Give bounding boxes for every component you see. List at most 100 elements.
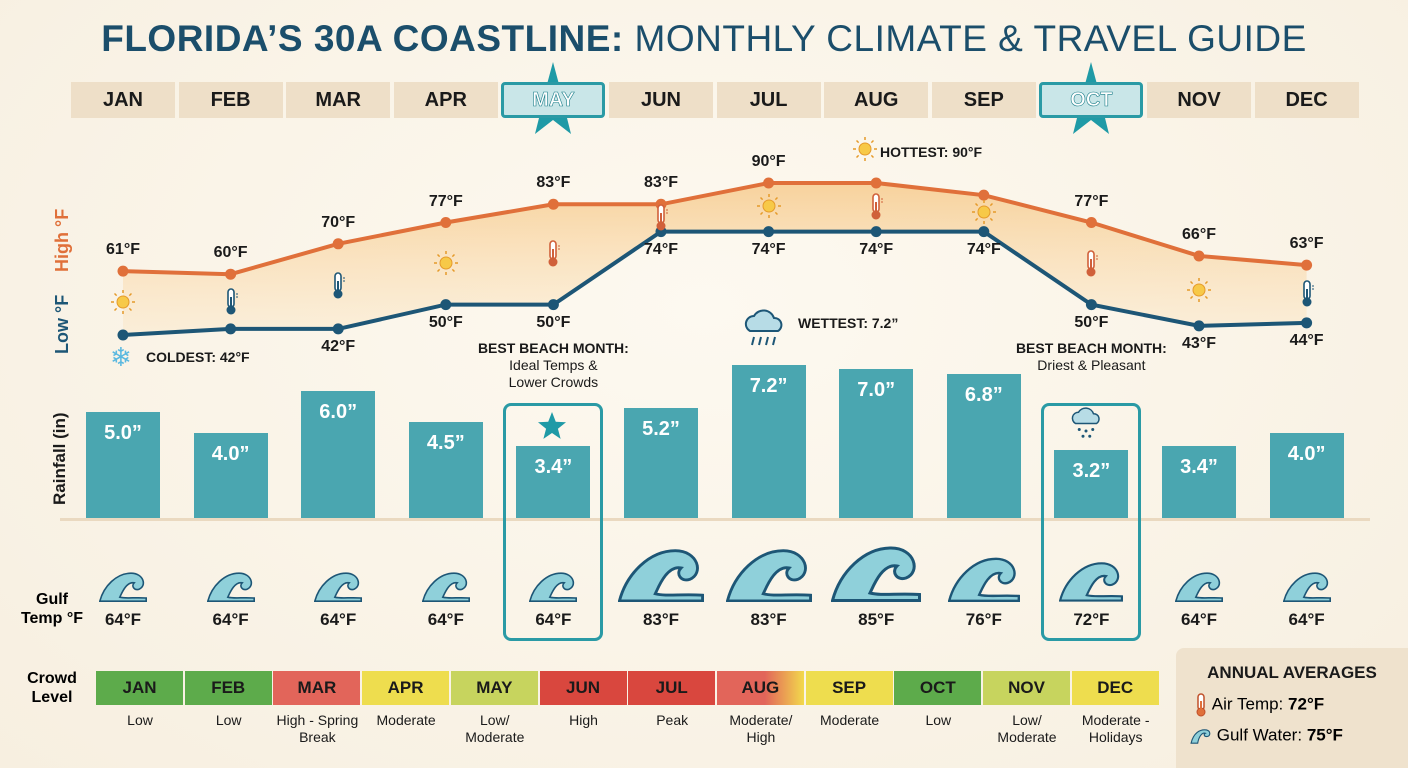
gulf-temp-value: 72°F xyxy=(1073,610,1110,629)
rain-bar-value: 3.2” xyxy=(1072,460,1111,482)
thermometer-icon xyxy=(1196,693,1206,717)
crowd-cell-feb: FEB xyxy=(184,671,272,705)
crowd-label-line2: Level xyxy=(31,689,73,706)
high-temp-label: 83°F xyxy=(644,174,678,192)
annual-water-row: Gulf Water: 75°F xyxy=(1190,725,1408,747)
crowd-cell-sep: SEP xyxy=(805,671,893,705)
crowd-level-text: Moderate xyxy=(820,712,880,728)
month-header-may: MAY xyxy=(501,82,606,118)
low-temp-label: 74°F xyxy=(859,240,894,258)
crowd-level-text: Low/ Moderate xyxy=(465,712,525,745)
thermometer-icon xyxy=(653,204,669,237)
air-temp-label: Air Temp: xyxy=(1211,694,1284,714)
high-temp-label: 66°F xyxy=(1182,225,1216,243)
sun-icon xyxy=(971,199,997,230)
crowd-cell-jan: JAN xyxy=(96,671,183,705)
rain-bar xyxy=(1162,445,1236,518)
thermometer-icon xyxy=(223,287,239,321)
wave-icon xyxy=(947,554,1020,607)
title-bold: FLORIDA’S 30A COASTLINE: xyxy=(101,18,624,59)
high-temp-point xyxy=(225,268,237,280)
month-header-oct: OCT xyxy=(1039,82,1144,118)
low-temp-label: 74°F xyxy=(751,240,786,258)
high-temp-label: 61°F xyxy=(106,241,140,259)
high-temp-point xyxy=(978,189,990,201)
gulf-water-value: 75°F xyxy=(1306,725,1343,745)
high-temp-point xyxy=(117,265,129,277)
crowd-cell-may: MAY xyxy=(450,671,538,705)
gulf-temp-value: 85°F xyxy=(858,610,895,629)
crowd-level-text: High - Spring Break xyxy=(276,712,359,745)
gulf-temp-value: 64°F xyxy=(104,610,142,629)
wave-icon xyxy=(725,545,812,607)
wave-icon xyxy=(421,570,470,607)
wave-icon xyxy=(1282,570,1331,607)
month-header-jul: JUL xyxy=(716,82,821,118)
rain-bar-value: 4.5” xyxy=(426,432,465,455)
gulf-temp-label: Gulf Temp °F xyxy=(20,591,84,627)
high-temp-label: 77°F xyxy=(428,192,463,210)
month-header-sep: SEP xyxy=(931,82,1036,118)
gulf-temp-value: 64°F xyxy=(212,610,249,629)
low-temp-point xyxy=(332,323,344,335)
low-temp-label: 50°F xyxy=(428,313,463,331)
best-month-highlight xyxy=(503,403,604,641)
gulf-temp-value: 64°F xyxy=(427,610,464,629)
low-temp-label: 44°F xyxy=(1289,331,1324,349)
sun-icon xyxy=(433,250,459,281)
low-temp-label: 74°F xyxy=(644,240,678,258)
wave-icon xyxy=(617,545,704,607)
rain-bar xyxy=(1269,433,1344,518)
temp-range-band xyxy=(123,183,1307,335)
low-temp-point xyxy=(978,226,990,238)
high-temp-point xyxy=(1193,250,1205,262)
sun-icon xyxy=(110,289,136,320)
high-temp-label: 83°F xyxy=(536,174,571,192)
low-temp-point xyxy=(870,226,882,238)
rain-bar xyxy=(624,407,698,518)
rainfall-baseline xyxy=(60,518,1370,521)
star-icon xyxy=(538,412,566,445)
rain-bar xyxy=(86,411,160,518)
rain-bar xyxy=(839,369,914,518)
rain-bar xyxy=(1054,450,1129,518)
best-month-title: BEST BEACH MONTH: xyxy=(1015,340,1167,356)
rain-bar-value: 5.2” xyxy=(642,417,680,440)
low-temp-line xyxy=(122,229,1307,337)
low-temp-point xyxy=(440,299,452,311)
rain-bar xyxy=(731,365,806,518)
best-month-note: BEST BEACH MONTH: Ideal Temps & Lower Crow… xyxy=(478,340,629,391)
high-temp-point xyxy=(1301,259,1313,271)
best-month-text: Driest & Pleasant xyxy=(1037,357,1146,373)
rain-cloud-icon xyxy=(1068,402,1104,447)
month-header-aug: AUG xyxy=(824,82,929,118)
high-temp-label: 70°F xyxy=(321,213,356,231)
crowd-level-text: Low/ Moderate xyxy=(997,712,1057,745)
rain-bar-value: 6.0” xyxy=(319,400,358,423)
snowflake-icon: ❄ xyxy=(110,342,132,372)
hottest-annotation: HOTTEST: 90°F xyxy=(880,144,983,160)
thermometer-icon xyxy=(545,240,561,273)
rain-bar xyxy=(193,433,268,518)
month-header-dec: DEC xyxy=(1254,82,1359,118)
rain-bar xyxy=(301,390,376,518)
thermometer-icon xyxy=(868,193,884,226)
best-month-note: BEST BEACH MONTH: Driest & Pleasant xyxy=(1016,340,1167,374)
low-temp-label: 50°F xyxy=(536,313,571,331)
high-temp-point xyxy=(870,177,882,189)
air-temp-value: 72°F xyxy=(1288,694,1325,714)
crowd-level-text: Moderate xyxy=(376,712,436,728)
high-temp-label: 90°F xyxy=(751,153,786,170)
low-temp-point xyxy=(763,226,775,238)
rain-bar-value: 3.4” xyxy=(1180,455,1218,478)
crowd-cell-aug: AUG xyxy=(716,671,804,705)
crowd-cell-mar: MAR xyxy=(273,671,361,705)
low-axis-label: Low °F xyxy=(52,294,72,354)
crowd-cell-oct: OCT xyxy=(894,671,982,705)
wave-icon xyxy=(529,570,578,607)
rainfall-axis-label: Rainfall (in) xyxy=(50,412,69,505)
rain-bar xyxy=(408,422,483,518)
crowd-cell-jul: JUL xyxy=(628,671,716,705)
high-temp-label: 77°F xyxy=(1074,192,1109,210)
wave-icon xyxy=(206,570,255,607)
